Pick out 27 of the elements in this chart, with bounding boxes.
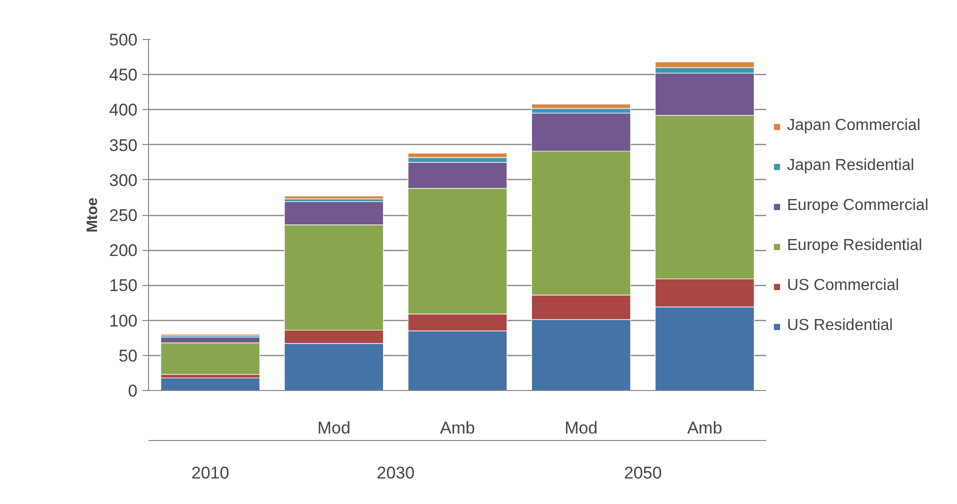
x-tick-label: Amb bbox=[440, 418, 475, 438]
x-tick-label: Mod bbox=[317, 418, 350, 438]
y-axis-title: Mtoe bbox=[84, 198, 102, 232]
legend-label: US Commercial bbox=[787, 277, 900, 295]
legend-label: Europe Commercial bbox=[787, 197, 928, 215]
y-tick-label: 0 bbox=[128, 382, 138, 400]
legend-label: Japan Commercial bbox=[787, 117, 920, 135]
bar bbox=[160, 378, 260, 390]
text: 2010 bbox=[191, 464, 230, 482]
y-tick-label: 200 bbox=[109, 241, 138, 260]
y-tick-label: 400 bbox=[109, 100, 138, 120]
y-tick-label: 350 bbox=[109, 136, 138, 155]
y-tick-label: 50 bbox=[118, 346, 138, 366]
legend-label: US Residential bbox=[787, 317, 893, 335]
y-tick-label: 150 bbox=[109, 276, 138, 296]
x-tick-label: Mod bbox=[564, 418, 598, 438]
text: 2050 bbox=[624, 464, 662, 482]
y-tick-label: 100 bbox=[109, 311, 138, 330]
y-tick-label: 500 bbox=[109, 30, 138, 50]
y-tick-label: 250 bbox=[109, 206, 138, 225]
legend-label: Japan Residential bbox=[787, 157, 914, 175]
y-tick-label: 450 bbox=[109, 66, 138, 85]
legend-label: Europe Residential bbox=[787, 237, 922, 255]
x-tick-label: Amb bbox=[687, 418, 722, 438]
y-tick-label: 300 bbox=[109, 170, 138, 190]
bar bbox=[284, 196, 384, 200]
text: 2030 bbox=[376, 464, 415, 482]
